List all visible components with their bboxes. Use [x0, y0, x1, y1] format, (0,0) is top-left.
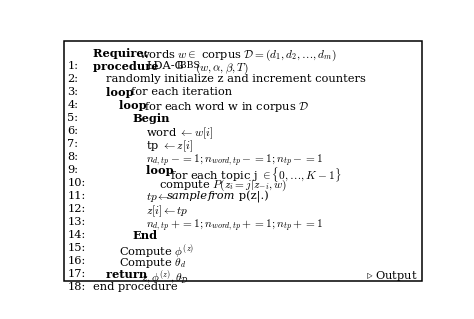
Text: for each word w in corpus $\mathcal{D}$: for each word w in corpus $\mathcal{D}$: [144, 100, 309, 114]
Text: end procedure: end procedure: [93, 282, 178, 292]
Text: End: End: [133, 230, 158, 241]
Text: compute $P(z_i = j|z_{-i}, w)$: compute $P(z_i = j|z_{-i}, w)$: [159, 178, 287, 193]
Text: 5:: 5:: [67, 113, 78, 123]
Text: for each topic j $\in \{0, \ldots, K-1\}$: for each topic j $\in \{0, \ldots, K-1\}…: [171, 165, 342, 183]
Text: 16:: 16:: [67, 256, 86, 266]
Text: 1:: 1:: [67, 61, 78, 70]
Text: Begin: Begin: [133, 113, 170, 124]
Text: $n_{d,tp}-= 1; n_{word,tp}-= 1; n_{tp}-= 1$: $n_{d,tp}-= 1; n_{word,tp}-= 1; n_{tp}-=…: [146, 152, 323, 167]
Text: loop: loop: [146, 165, 178, 176]
Text: return: return: [106, 269, 152, 280]
Text: Compute $\phi^{(z)}$: Compute $\phi^{(z)}$: [119, 243, 195, 261]
Text: procedure: procedure: [93, 61, 163, 72]
Text: $tp \leftarrow$: $tp \leftarrow$: [146, 191, 173, 204]
Text: for each iteration: for each iteration: [131, 87, 232, 97]
Text: loop: loop: [119, 100, 151, 111]
Text: 7:: 7:: [67, 139, 78, 149]
Text: 11:: 11:: [67, 191, 86, 201]
Text: IBBS: IBBS: [176, 61, 200, 70]
Text: $z[i] \leftarrow tp$: $z[i] \leftarrow tp$: [146, 204, 189, 219]
Text: sample: sample: [167, 191, 208, 201]
Text: 6:: 6:: [67, 126, 78, 136]
Text: from: from: [207, 191, 235, 201]
Text: word $\leftarrow w[i]$: word $\leftarrow w[i]$: [146, 126, 213, 141]
Text: 8:: 8:: [67, 152, 78, 162]
Text: 13:: 13:: [67, 217, 86, 227]
Text: 9:: 9:: [67, 165, 78, 175]
Text: 17:: 17:: [67, 269, 86, 279]
Text: loop: loop: [106, 87, 138, 98]
Text: 12:: 12:: [67, 204, 86, 214]
Text: tp $\leftarrow z[i]$: tp $\leftarrow z[i]$: [146, 139, 193, 154]
Text: $z, \phi^{(z)}, \theta_{\mathcal{D}}$: $z, \phi^{(z)}, \theta_{\mathcal{D}}$: [141, 269, 189, 286]
Text: $(w, \alpha, \beta, T)$: $(w, \alpha, \beta, T)$: [195, 61, 248, 76]
Text: p(z|.): p(z|.): [228, 191, 269, 203]
Text: $\triangleright$ Output: $\triangleright$ Output: [366, 269, 418, 283]
Text: 10:: 10:: [67, 178, 86, 188]
Text: Require:: Require:: [93, 48, 152, 59]
Text: LDA-G: LDA-G: [147, 61, 185, 70]
Text: 4:: 4:: [67, 100, 78, 110]
Text: Compute $\theta_d$: Compute $\theta_d$: [119, 256, 187, 270]
Text: randomly initialize z and increment counters: randomly initialize z and increment coun…: [106, 74, 366, 84]
Text: 3:: 3:: [67, 87, 78, 97]
Text: words $w \in$ corpus $\mathcal{D} = (d_1, d_2, \ldots, d_m)$: words $w \in$ corpus $\mathcal{D} = (d_1…: [138, 48, 337, 63]
Text: 2:: 2:: [67, 74, 78, 84]
Text: $n_{d,tp}+= 1; n_{word,tp}+= 1; n_{tp}+= 1$: $n_{d,tp}+= 1; n_{word,tp}+= 1; n_{tp}+=…: [146, 217, 323, 233]
Text: 15:: 15:: [67, 243, 86, 253]
Text: 18:: 18:: [67, 282, 86, 292]
Text: 14:: 14:: [67, 230, 86, 240]
